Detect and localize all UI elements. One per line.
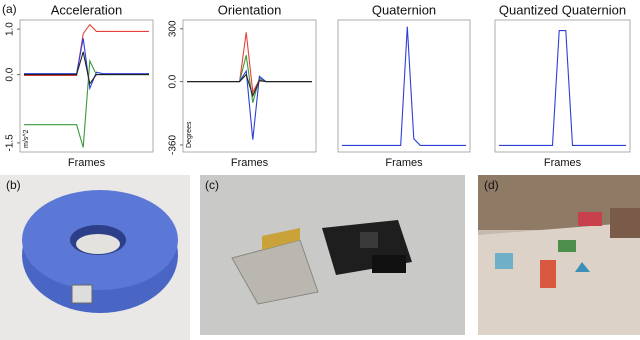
x-axis-label: Frames <box>385 157 423 169</box>
plot-frame <box>494 19 631 153</box>
photo-scene <box>478 175 640 335</box>
plot-frame <box>337 19 471 153</box>
data-line <box>24 23 149 77</box>
data-line <box>342 26 466 146</box>
photo-torus <box>0 175 190 340</box>
y-tick-label: -360 <box>168 135 179 155</box>
data-line <box>187 32 312 95</box>
y-tick-label: 1.0 <box>5 22 16 36</box>
data-line <box>24 38 149 91</box>
panel-label: (a) <box>2 2 17 16</box>
plot-frame <box>19 19 154 153</box>
panel-label: (c) <box>205 178 219 192</box>
chart-title: Quaternion <box>372 2 436 17</box>
x-axis-label: Frames <box>544 157 582 169</box>
x-axis-label: Frames <box>68 157 106 169</box>
panel-label: (b) <box>6 178 21 192</box>
data-line <box>24 51 149 86</box>
chart-title: Orientation <box>218 2 282 17</box>
data-line <box>187 73 312 98</box>
panel-label: (d) <box>484 178 499 192</box>
data-line <box>499 30 626 146</box>
x-axis-label: Frames <box>231 157 269 169</box>
photo-electronics <box>200 175 465 335</box>
y-tick-label: 0.0 <box>5 67 16 81</box>
y-axis-label: Degrees <box>186 121 193 148</box>
y-tick-label: 0.0 <box>168 74 179 88</box>
chart-title: Acceleration <box>51 2 123 17</box>
chart-title: Quantized Quaternion <box>499 2 626 17</box>
y-tick-label: -1.5 <box>5 134 16 152</box>
plot-frame <box>182 19 317 153</box>
y-tick-label: 300 <box>168 20 179 37</box>
y-axis-label: m/s^2 <box>23 129 30 148</box>
